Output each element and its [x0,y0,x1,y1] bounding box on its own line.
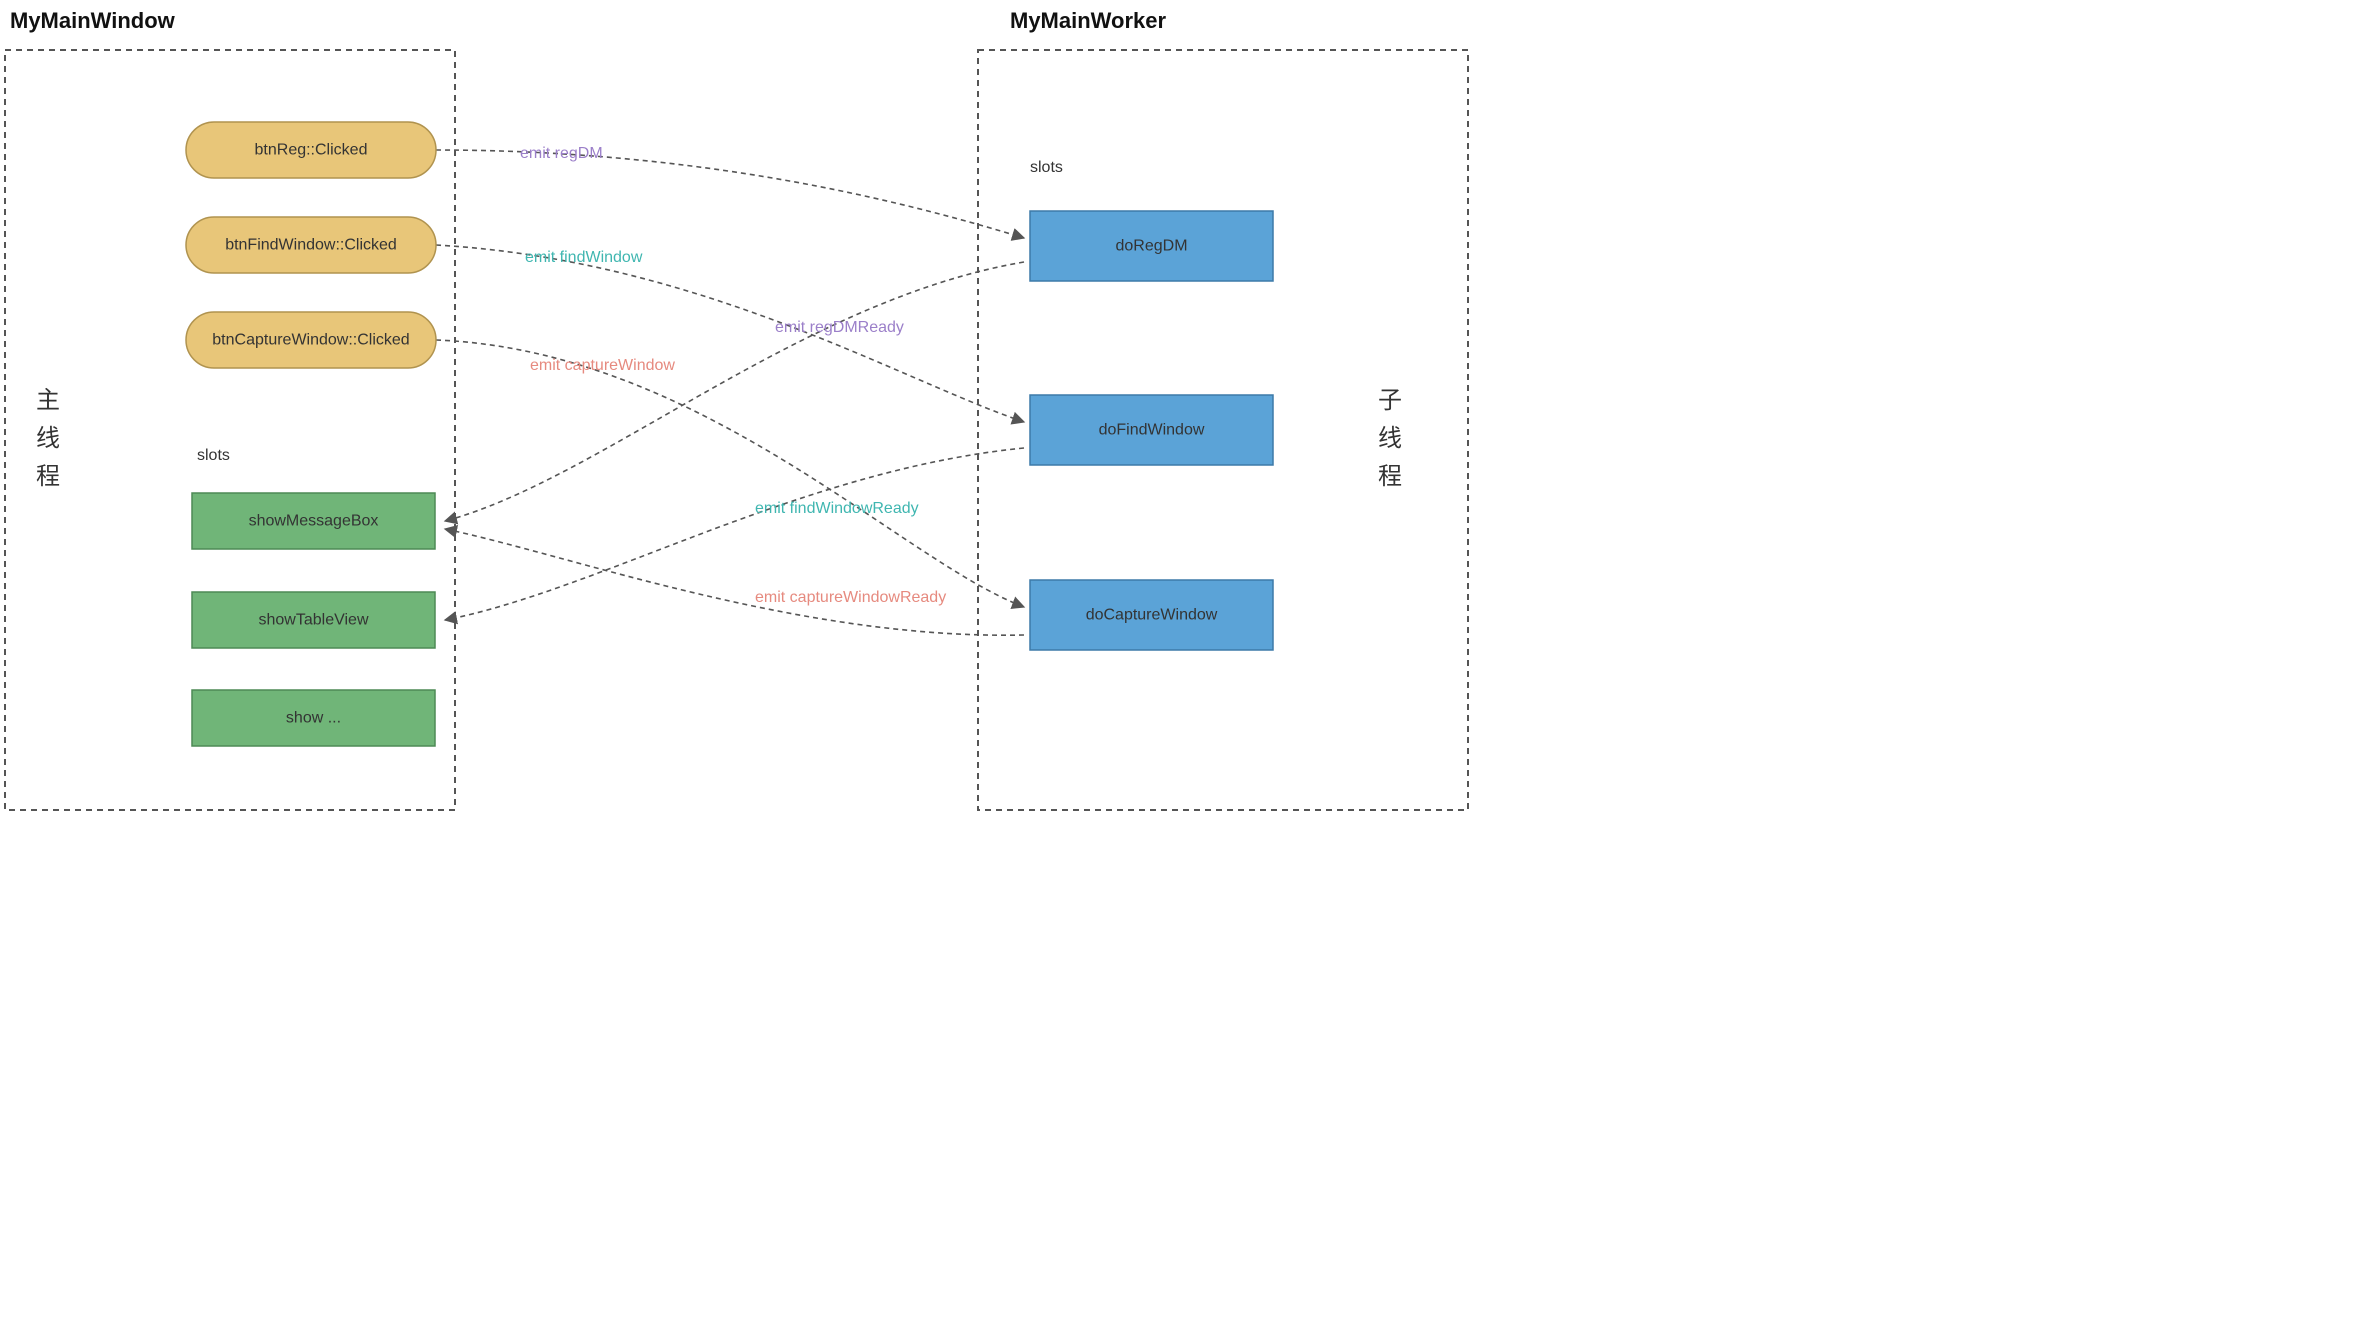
node-label-showTableView: showTableView [259,612,369,629]
edge-label-3: emit regDMReady [775,319,904,336]
node-label-doCaptureWindow: doCaptureWindow [1086,607,1218,624]
node-showMessageBox: showMessageBox [192,493,435,549]
node-label-showMessageBox: showMessageBox [249,513,379,530]
left-container-title: MyMainWindow [10,8,176,33]
node-doRegDM: doRegDM [1030,211,1273,281]
left-side-label: 主 [36,387,60,414]
node-label-doFindWindow: doFindWindow [1099,422,1205,439]
right-container-title: MyMainWorker [1010,8,1167,33]
edge-label-4: emit findWindowReady [755,500,919,517]
node-label-doRegDM: doRegDM [1115,238,1187,255]
node-btnCaptureWindow: btnCaptureWindow::Clicked [186,312,436,368]
node-doFindWindow: doFindWindow [1030,395,1273,465]
node-showMore: show ... [192,690,435,746]
node-label-btnCaptureWindow: btnCaptureWindow::Clicked [212,332,409,349]
node-label-showMore: show ... [286,710,341,727]
node-showTableView: showTableView [192,592,435,648]
node-btnReg: btnReg::Clicked [186,122,436,178]
right-side-label: 程 [1378,463,1402,490]
node-doCaptureWindow: doCaptureWindow [1030,580,1273,650]
left-side-label: 程 [36,463,60,490]
edge-label-0: emit regDM [520,145,603,162]
diagram-root: MyMainWindow主线程MyMainWorker子线程slotsslots… [0,0,2366,830]
left-side-label: 线 [36,425,60,452]
right-side-label: 子 [1378,387,1402,414]
right-side-label: 线 [1378,425,1402,452]
slots-label-0: slots [197,447,230,464]
edge-label-5: emit captureWindowReady [755,589,946,606]
node-btnFindWindow: btnFindWindow::Clicked [186,217,436,273]
edge-label-2: emit captureWindow [530,357,675,374]
slots-label-1: slots [1030,159,1063,176]
edge-label-1: emit findWindow [525,249,643,266]
node-label-btnReg: btnReg::Clicked [255,142,368,159]
node-label-btnFindWindow: btnFindWindow::Clicked [225,237,397,254]
